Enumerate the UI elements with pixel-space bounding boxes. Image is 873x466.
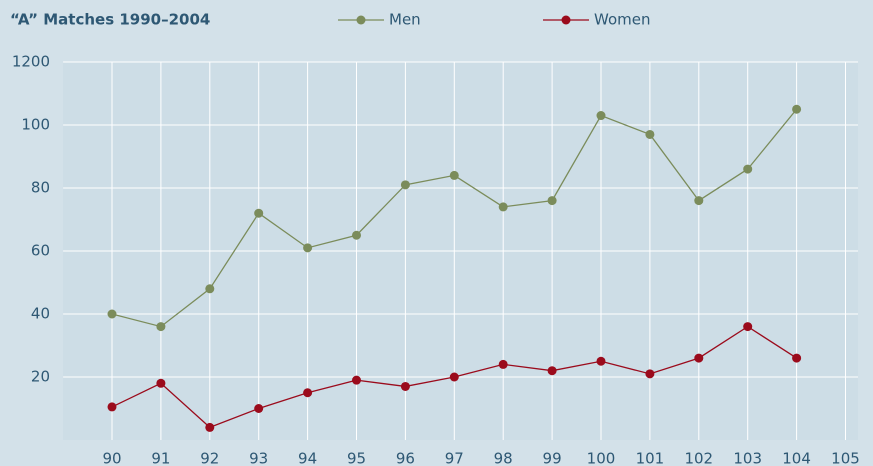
data-point (498, 202, 508, 212)
data-point (547, 196, 557, 206)
x-tick-label: 99 (543, 450, 562, 466)
data-point (205, 284, 215, 294)
data-point (400, 381, 410, 391)
data-point (205, 422, 215, 432)
x-tick-label: 93 (249, 450, 268, 466)
data-point (547, 366, 557, 376)
x-tick-label: 96 (396, 450, 415, 466)
data-point (743, 164, 753, 174)
data-point (107, 309, 117, 319)
x-tick-label: 101 (636, 450, 665, 466)
x-tick-label: 90 (102, 450, 121, 466)
y-tick-label: 100 (21, 116, 50, 134)
data-point (352, 230, 361, 240)
data-point (792, 104, 802, 114)
data-point (645, 129, 655, 139)
x-tick-label: 95 (347, 450, 366, 466)
x-tick-label: 97 (445, 450, 464, 466)
y-tick-label: 20 (31, 368, 50, 386)
data-point (156, 378, 166, 388)
data-point (596, 111, 606, 121)
x-tick-label: 98 (494, 450, 513, 466)
chart-title: “A” Matches 1990–2004 (10, 11, 210, 29)
data-point (694, 196, 704, 206)
data-point (792, 353, 802, 363)
data-point (596, 356, 606, 366)
legend-marker (561, 15, 571, 25)
data-point (449, 170, 459, 180)
x-tick-label: 94 (298, 450, 317, 466)
y-tick-label: 60 (31, 242, 50, 260)
x-tick-label: 104 (782, 450, 811, 466)
data-point (694, 353, 704, 363)
legend-label: Women (594, 11, 650, 29)
data-point (107, 402, 117, 412)
x-tick-label: 91 (151, 450, 170, 466)
data-point (352, 375, 361, 385)
data-point (303, 243, 313, 253)
legend-label: Men (389, 11, 421, 29)
data-point (254, 404, 264, 413)
y-tick-label: 40 (31, 305, 50, 323)
data-point (254, 208, 264, 218)
x-tick-label: 102 (684, 450, 713, 466)
y-tick-label: 80 (31, 179, 50, 197)
x-tick-label: 105 (831, 450, 860, 466)
y-tick-label: 1200 (12, 53, 50, 71)
data-point (743, 322, 753, 332)
data-point (449, 372, 459, 382)
data-point (156, 322, 166, 332)
x-tick-label: 103 (733, 450, 762, 466)
data-point (498, 359, 508, 369)
x-tick-label: 92 (200, 450, 219, 466)
data-point (400, 180, 410, 190)
data-point (645, 369, 655, 379)
legend-marker (356, 15, 366, 25)
data-point (303, 388, 313, 398)
x-tick-label: 100 (587, 450, 616, 466)
